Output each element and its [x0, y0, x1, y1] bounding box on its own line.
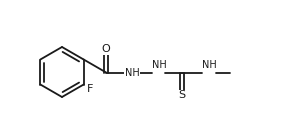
Text: NH: NH [152, 60, 166, 71]
Text: O: O [102, 44, 110, 55]
Text: NH: NH [125, 67, 139, 78]
Text: F: F [86, 83, 93, 94]
Text: NH: NH [202, 60, 216, 71]
Text: S: S [179, 91, 186, 100]
